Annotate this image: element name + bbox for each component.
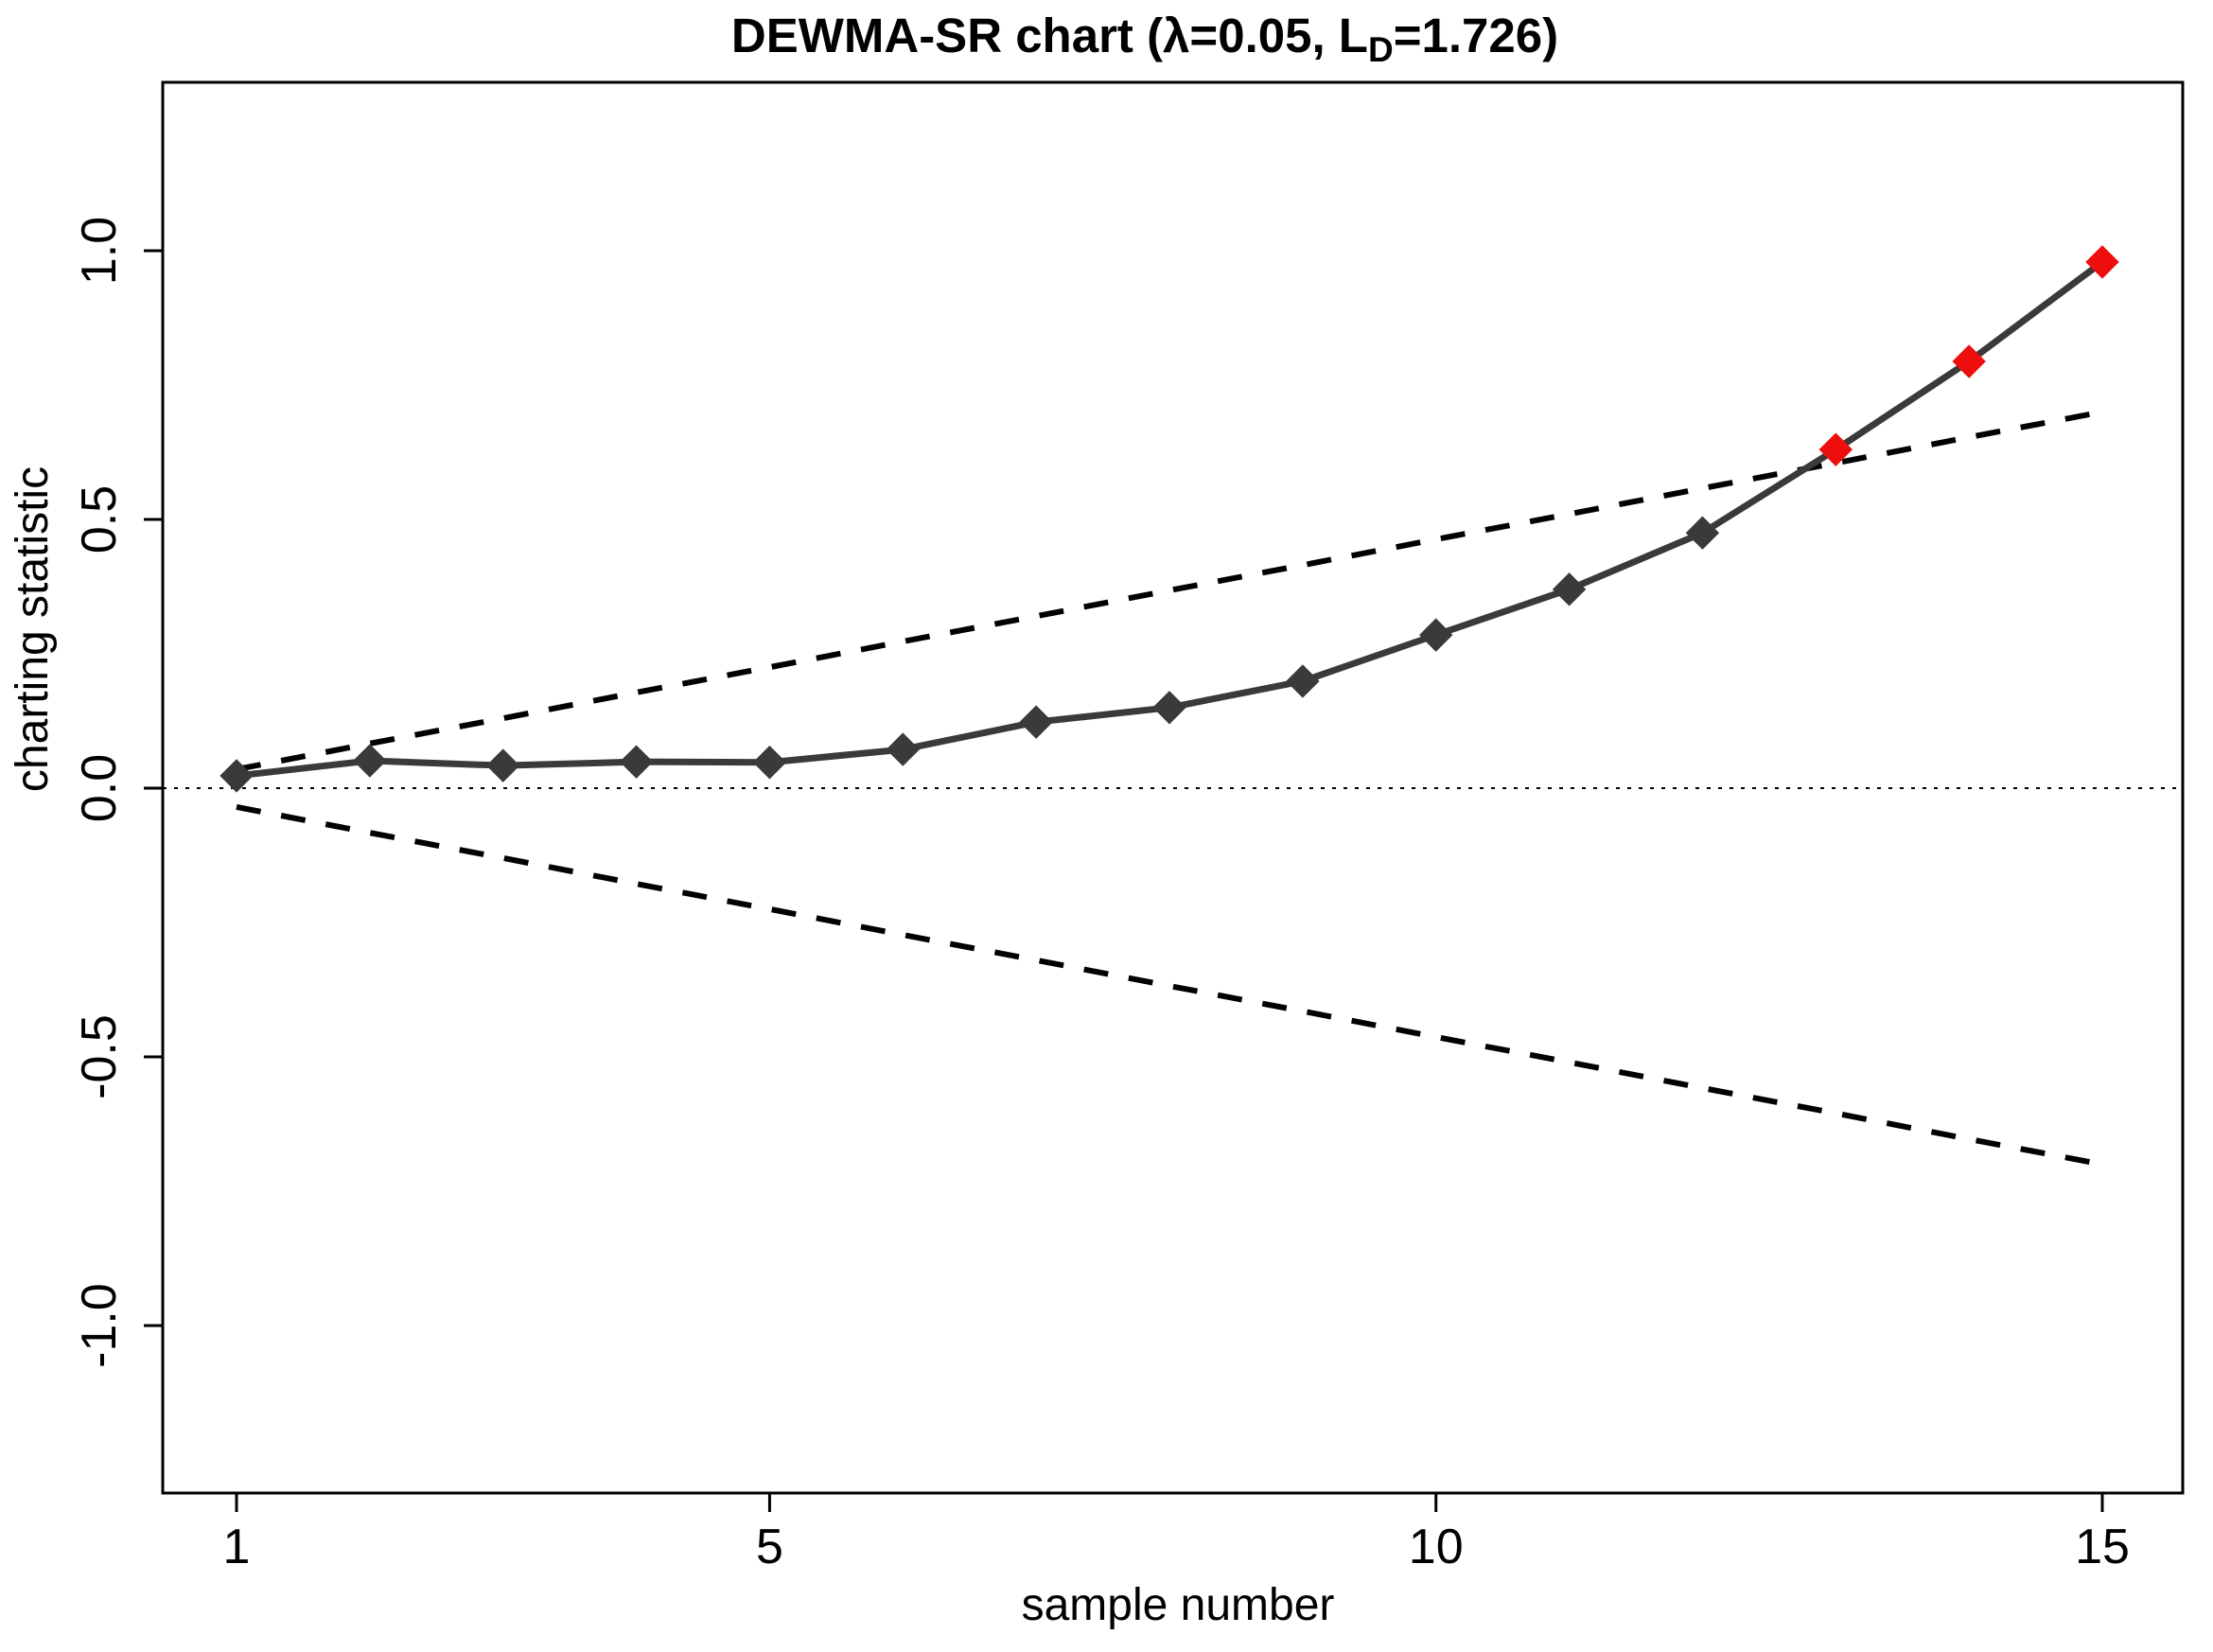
data-point — [1019, 705, 1053, 739]
x-tick-label: 10 — [1409, 1520, 1464, 1574]
x-tick-label: 1 — [223, 1520, 251, 1574]
y-tick-label: 0.5 — [72, 485, 127, 554]
control-limit-lines-layer — [163, 409, 2183, 1168]
x-tick-label: 15 — [2075, 1520, 2130, 1574]
y-tick-label: -0.5 — [72, 1014, 127, 1099]
x-tick-label: 5 — [756, 1520, 783, 1574]
data-point — [1152, 691, 1186, 725]
data-point — [886, 732, 920, 766]
data-point — [353, 744, 387, 778]
lower-control-limit — [236, 803, 2103, 1168]
data-point — [1419, 618, 1453, 652]
y-tick-label: -1.0 — [72, 1283, 127, 1368]
y-tick-label: 1.0 — [72, 217, 127, 285]
data-point — [1286, 664, 1320, 698]
data-point — [220, 759, 254, 793]
data-point — [486, 748, 520, 782]
x-axis-label: sample number — [1022, 1580, 1335, 1630]
y-tick-label: 0.0 — [72, 754, 127, 822]
axes-layer: 1 5 10 15-1.0-0.50.00.51.0 — [72, 80, 2185, 1574]
data-point — [1685, 516, 1720, 550]
series-layer — [220, 245, 2119, 793]
data-point-out-of-control — [1952, 344, 1986, 378]
chart-title: DEWMA-SR chart (λ=0.05, LD=1.726) — [731, 9, 1558, 69]
title-subscript: D — [1368, 30, 1394, 69]
data-point-out-of-control — [2085, 245, 2119, 279]
data-point — [619, 745, 654, 779]
data-point — [1552, 572, 1587, 606]
data-point-out-of-control — [1818, 432, 1853, 466]
y-axis-label: charting statistic — [8, 466, 58, 792]
data-point — [752, 746, 787, 780]
